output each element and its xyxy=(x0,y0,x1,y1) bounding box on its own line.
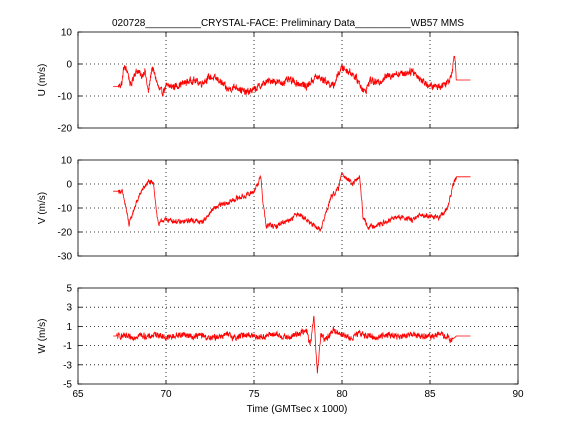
y-tick-label: 0 xyxy=(66,60,72,71)
y-tick-label: -10 xyxy=(58,92,73,103)
y-axis-label: V (m/s) xyxy=(37,192,48,224)
x-tick-label: 75 xyxy=(248,389,260,400)
x-tick-label: 90 xyxy=(512,389,524,400)
y-tick-label: 10 xyxy=(61,156,73,167)
series-line-1 xyxy=(113,315,471,374)
figure-title: 020728__________CRYSTAL-FACE: Preliminar… xyxy=(112,18,464,29)
y-tick-label: -30 xyxy=(58,252,73,263)
y-tick-label: 10 xyxy=(61,28,73,39)
x-tick-label: 85 xyxy=(424,389,436,400)
y-tick-label: -20 xyxy=(58,228,73,239)
panel-2: -30 -20 -10 0 10 V (m/s) xyxy=(37,156,519,263)
series-line-1 xyxy=(113,172,471,233)
series-line-1 xyxy=(113,55,471,97)
y-tick-label: -5 xyxy=(63,380,72,391)
y-axis-label: U (m/s) xyxy=(37,64,48,97)
y-axis-label: W (m/s) xyxy=(37,319,48,354)
plot-frame xyxy=(77,31,519,129)
x-tick-label: 65 xyxy=(72,389,84,400)
x-axis-label: Time (GMTsec x 1000) xyxy=(247,404,348,415)
y-tick-label: -1 xyxy=(63,341,72,352)
y-tick-label: -20 xyxy=(58,124,73,135)
chart-panels: -20 -10 0 10 U (m/s) -30 -20 -10 0 10 V (m/s) 65 70 7… xyxy=(37,28,524,401)
panel-3: 65 70 75 80 85 90 -5 -3 -1 1 3 5 W (m/s) xyxy=(37,284,524,401)
panel-1: -20 -10 0 10 U (m/s) xyxy=(37,28,519,135)
y-tick-label: 1 xyxy=(66,322,72,333)
y-tick-label: 0 xyxy=(66,180,72,191)
y-tick-label: -10 xyxy=(58,204,73,215)
plot-frame xyxy=(77,287,519,385)
y-tick-label: 5 xyxy=(66,284,72,295)
x-tick-label: 80 xyxy=(336,389,348,400)
y-tick-label: 3 xyxy=(66,303,72,314)
x-tick-label: 70 xyxy=(160,389,172,400)
y-tick-label: -3 xyxy=(63,360,72,371)
